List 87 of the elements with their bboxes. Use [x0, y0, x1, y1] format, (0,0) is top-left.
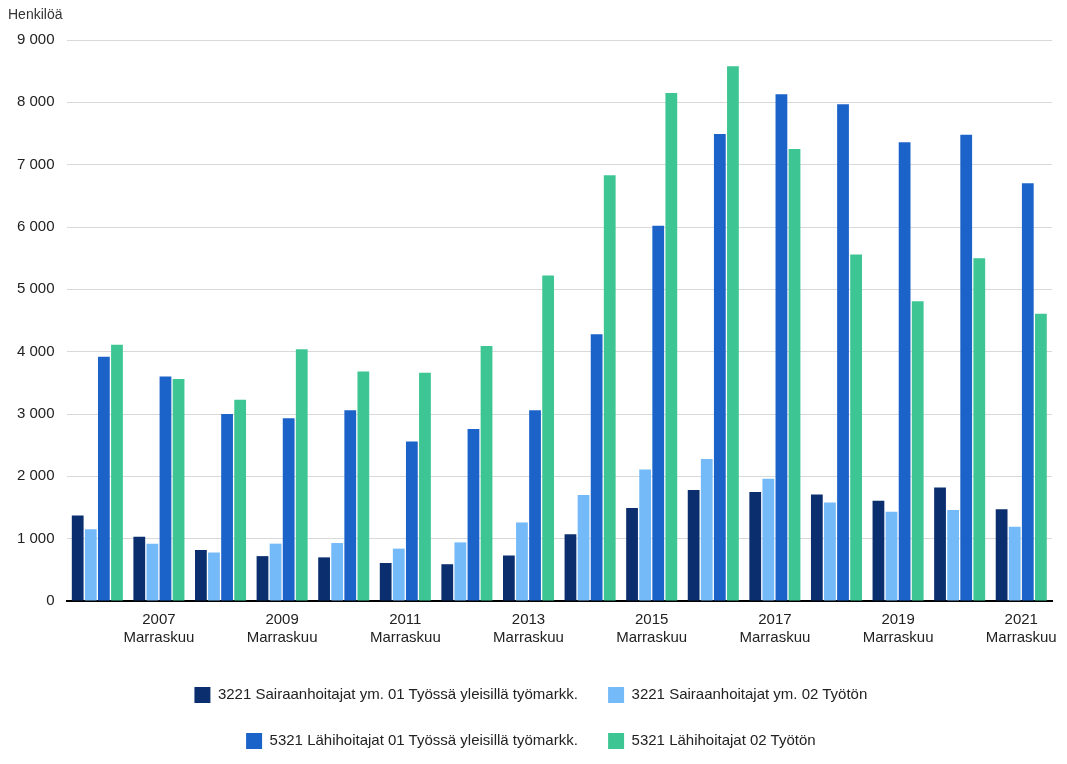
bar	[1035, 313, 1047, 601]
bar	[1021, 183, 1034, 601]
y-tick-label: 3 000	[16, 404, 55, 422]
bar	[195, 549, 207, 601]
bar	[480, 346, 493, 601]
bar	[947, 509, 960, 601]
x-tick-label: 2021 Marraskuu	[985, 610, 1057, 646]
bar	[516, 522, 528, 601]
bar	[898, 142, 911, 601]
bar	[973, 258, 986, 601]
y-tick-label: 8 000	[16, 92, 55, 110]
bar	[837, 104, 849, 601]
bar	[221, 414, 233, 601]
bar	[71, 515, 84, 601]
bar	[626, 508, 638, 601]
x-tick-label: 2013 Marraskuu	[493, 610, 564, 646]
bar	[872, 500, 885, 601]
bar	[454, 542, 467, 601]
legend-label: 3221 Sairaanhoitajat ym. 02 Työtön	[631, 685, 868, 703]
x-tick-label: 2019 Marraskuu	[862, 610, 934, 646]
legend-label: 3221 Sairaanhoitajat ym. 01 Työssä yleisillä työmarkk.	[217, 685, 578, 703]
bar	[344, 410, 357, 601]
y-tick-label: 6 000	[16, 217, 55, 235]
bar	[564, 534, 577, 601]
bar	[172, 379, 185, 601]
bar	[603, 175, 616, 601]
bar	[467, 428, 480, 601]
y-axis-title: Henkilöä	[8, 5, 63, 22]
bar	[441, 564, 454, 601]
bar	[652, 225, 665, 601]
bar	[713, 134, 726, 601]
bar	[810, 494, 823, 601]
bar	[111, 344, 123, 601]
bar	[960, 134, 973, 601]
bar	[700, 458, 713, 601]
x-tick-label: 2017 Marraskuu	[739, 610, 811, 646]
bar	[542, 275, 555, 601]
bar	[1008, 526, 1021, 601]
y-tick-label: 5 000	[16, 279, 55, 297]
bar	[885, 511, 898, 601]
bar	[146, 543, 159, 601]
bar	[208, 552, 220, 601]
bar	[590, 334, 603, 601]
bar	[788, 149, 801, 601]
bar	[256, 556, 269, 601]
x-tick-label: 2007 Marraskuu	[123, 610, 195, 646]
bar	[269, 543, 282, 601]
bar	[234, 399, 247, 601]
y-tick-label: 4 000	[16, 341, 55, 359]
bar	[995, 509, 1008, 601]
bar	[502, 555, 515, 601]
bar	[392, 548, 405, 601]
bar	[282, 418, 295, 601]
bar	[665, 92, 678, 601]
y-tick-label: 7 000	[16, 154, 55, 172]
legend-label: 5321 Lähihoitajat 02 Työtön	[631, 731, 816, 749]
x-tick-label: 2011 Marraskuu	[369, 610, 441, 646]
bar	[133, 536, 146, 601]
x-tick-label: 2009 Marraskuu	[246, 610, 318, 646]
y-tick-label: 1 000	[16, 528, 55, 546]
y-tick-label: 2 000	[16, 466, 55, 484]
y-tick-label: 9 000	[16, 30, 55, 48]
bar	[639, 469, 652, 601]
bar	[762, 478, 775, 601]
bar	[727, 66, 739, 601]
bar	[749, 491, 762, 601]
bar	[529, 410, 541, 601]
bar	[97, 356, 110, 601]
bar	[295, 349, 308, 601]
bar	[577, 495, 590, 601]
bar	[318, 557, 330, 601]
bar	[84, 529, 97, 601]
bar	[824, 502, 836, 601]
bar	[850, 254, 862, 601]
bar	[379, 562, 392, 601]
bar	[331, 543, 344, 601]
bar	[357, 371, 370, 601]
bar	[911, 301, 924, 601]
y-tick-label: 0	[46, 591, 55, 609]
bar	[934, 487, 946, 601]
bar	[159, 376, 172, 601]
x-tick-label: 2015 Marraskuu	[616, 610, 688, 646]
bar	[775, 94, 788, 601]
bar	[687, 490, 700, 601]
legend-label: 5321 Lähihoitajat 01 Työssä yleisillä työmarkk.	[269, 731, 578, 749]
bar	[405, 441, 418, 601]
bar	[419, 372, 431, 601]
